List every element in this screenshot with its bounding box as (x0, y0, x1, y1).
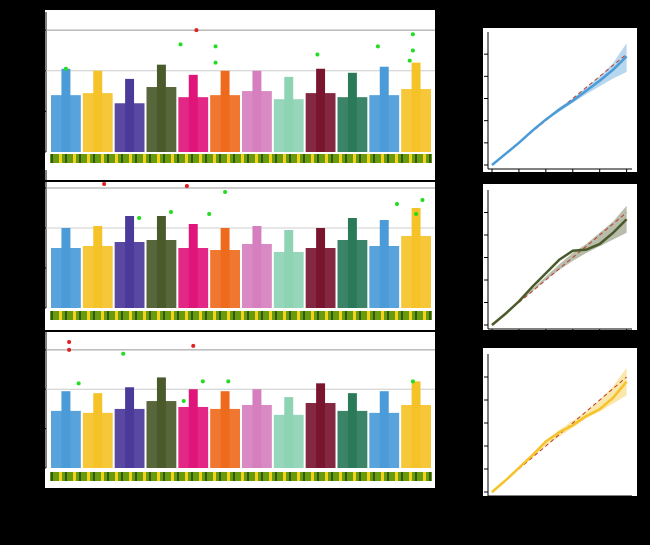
chromosome-peak (284, 230, 294, 308)
chromosome-peak (347, 218, 357, 308)
chromosome-peak (379, 220, 389, 308)
chromosome-peak (252, 70, 262, 152)
significant-point (200, 379, 205, 384)
significant-point (181, 399, 186, 404)
significant-point (375, 44, 380, 49)
chromosome-peak (220, 391, 230, 468)
chromosome-peak (379, 66, 389, 152)
chromosome-peak (347, 393, 357, 468)
chromosome-peak (188, 74, 198, 152)
chromosome-peak (220, 228, 230, 308)
significant-point (213, 60, 218, 65)
chromosome-peak (93, 226, 103, 308)
chromosome-peak (125, 78, 135, 152)
chromosome-peak (93, 70, 103, 152)
chromosome-peak (61, 68, 71, 152)
chromosome-peak (61, 391, 71, 468)
significant-point (410, 32, 415, 37)
significant-point (407, 58, 412, 63)
top-point (67, 347, 72, 352)
significant-point (76, 381, 81, 386)
chromosome-peak (188, 224, 198, 308)
top-point (67, 339, 72, 344)
chromosome-peak (252, 389, 262, 468)
chromosome-peak (284, 397, 294, 468)
chromosome-peak (252, 226, 262, 308)
significant-point (137, 216, 142, 220)
significant-point (223, 190, 228, 194)
significant-point (168, 210, 173, 214)
chromosome-peak (411, 208, 421, 308)
confidence-band (492, 205, 627, 325)
chromosome-peak (316, 68, 326, 152)
top-point (191, 343, 196, 348)
significant-point (394, 202, 399, 206)
density-strip (50, 154, 432, 163)
chromosome-peak (411, 62, 421, 153)
significant-point (213, 44, 218, 49)
top-point (184, 184, 189, 188)
observed-line (491, 55, 628, 166)
significant-point (121, 351, 126, 356)
significant-point (226, 379, 231, 384)
density-strip (50, 311, 432, 320)
chromosome-peak (61, 228, 71, 308)
confidence-band (492, 367, 627, 492)
chromosome-peak (379, 391, 389, 468)
significant-point (63, 66, 68, 71)
chromosome-peak (411, 381, 421, 468)
chromosome-peak (316, 383, 326, 468)
chromosome-peak (125, 387, 135, 468)
density-strip (50, 472, 432, 481)
chromosome-peak (188, 389, 198, 468)
significant-point (207, 212, 212, 216)
chromosome-peak (125, 216, 135, 308)
chromosome-peak (316, 228, 326, 308)
chromosome-peak (284, 76, 294, 152)
top-point (194, 28, 199, 33)
chromosome-peak (220, 70, 230, 152)
qq-background (483, 184, 637, 330)
significant-point (420, 198, 425, 202)
qq-background (483, 28, 637, 172)
significant-point (410, 379, 415, 384)
significant-point (315, 52, 320, 57)
top-point (102, 182, 107, 186)
chromosome-peak (156, 216, 166, 308)
significant-point (414, 212, 419, 216)
chromosome-peak (93, 393, 103, 468)
chromosome-peak (347, 72, 357, 152)
observed-line (491, 380, 628, 493)
significant-point (178, 42, 183, 47)
significant-point (410, 48, 415, 53)
qq-background (483, 348, 637, 496)
observed-line (491, 218, 628, 326)
chromosome-peak (156, 377, 166, 468)
chromosome-peak (156, 64, 166, 152)
